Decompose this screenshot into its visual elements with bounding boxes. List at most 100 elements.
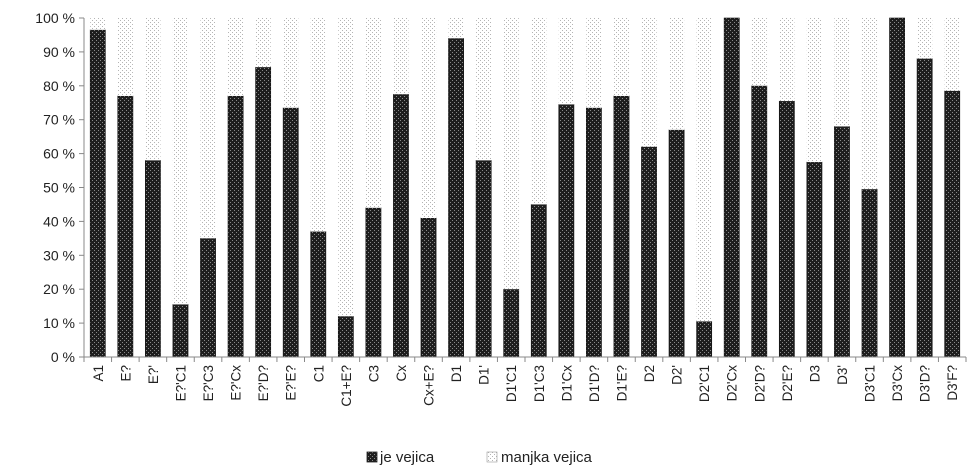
- x-tick-label: D2: [642, 365, 657, 382]
- bar-je-vejica: [282, 107, 299, 358]
- y-tick-label: 10 %: [43, 315, 75, 331]
- bar-manjka-vejica: [779, 18, 795, 102]
- bar-je-vejica: [530, 204, 547, 358]
- bar-manjka-vejica: [641, 18, 657, 147]
- bar-manjka-vejica: [283, 18, 299, 108]
- y-tick-label: 40 %: [43, 213, 75, 229]
- bar-manjka-vejica: [861, 18, 878, 190]
- bar-je-vejica: [145, 160, 161, 358]
- x-axis: A1 E? E?' E?'C1 E?'C3 E?'Cx E?'D? E?'E? C1 C1+E? C…: [83, 356, 967, 407]
- bar-je-vejica: [778, 100, 795, 358]
- bar-je-vejica: [475, 160, 492, 358]
- x-tick-label: D1'Cx: [559, 365, 574, 402]
- x-tick-label: D3: [807, 365, 822, 382]
- bar-manjka-vejica: [669, 18, 685, 130]
- legend: je vejica manjka vejica: [366, 449, 593, 466]
- x-tick-label: D2'Cx: [725, 365, 740, 402]
- x-tick-label: D3'D?: [918, 365, 933, 402]
- x-tick-label: Cx: [394, 365, 409, 382]
- y-tick-label: 50 %: [43, 180, 75, 196]
- bar-je-vejica: [944, 90, 961, 358]
- x-tick-label: D2': [670, 365, 685, 385]
- x-tick-label: D1'E?: [614, 365, 629, 401]
- bar-manjka-vejica: [420, 18, 437, 219]
- legend-swatch-je-vejica: [366, 451, 378, 463]
- x-tick-label: A1: [91, 365, 106, 382]
- bar-manjka-vejica: [944, 18, 960, 91]
- bar-manjka-vejica: [145, 18, 161, 161]
- bar-je-vejica: [227, 95, 244, 358]
- x-tick-label: E?'Cx: [229, 365, 244, 401]
- x-tick-label: E?'E?: [284, 365, 299, 401]
- x-tick-label: D1'C3: [532, 365, 547, 402]
- bar-je-vejica: [89, 29, 106, 358]
- bar-manjka-vejica: [531, 18, 547, 205]
- bar-manjka-vejica: [834, 18, 850, 127]
- x-tick-label: E?'C3: [201, 365, 216, 401]
- bar-manjka-vejica: [338, 18, 354, 317]
- bar-je-vejica: [696, 321, 713, 358]
- x-tick-label: E?'C1: [173, 365, 188, 401]
- bar-je-vejica: [503, 288, 520, 358]
- x-tick-label: D1: [449, 365, 464, 382]
- bar-manjka-vejica: [558, 18, 574, 105]
- x-tick-label: D1'D?: [587, 365, 602, 402]
- bar-manjka-vejica: [117, 18, 133, 96]
- y-tick-label: 70 %: [43, 112, 75, 128]
- x-tick-label: Cx+E?: [422, 365, 437, 406]
- bar-je-vejica: [806, 161, 823, 358]
- bar-manjka-vejica: [448, 18, 464, 39]
- bar-manjka-vejica: [365, 18, 381, 208]
- bar-manjka-vejica: [393, 18, 409, 95]
- y-tick-label: 90 %: [43, 44, 75, 60]
- bar-manjka-vejica: [917, 18, 933, 59]
- x-tick-label: C1+E?: [339, 365, 354, 407]
- bar-manjka-vejica: [806, 18, 822, 163]
- bar-je-vejica: [200, 238, 216, 358]
- x-tick-label: D2'E?: [780, 365, 795, 401]
- bar-je-vejica: [310, 231, 327, 358]
- y-tick-label: 0 %: [51, 349, 75, 365]
- bar-je-vejica: [365, 207, 382, 358]
- x-tick-label: D3': [835, 365, 850, 385]
- bar-je-vejica: [117, 95, 134, 358]
- bar-manjka-vejica: [696, 18, 712, 322]
- bar-je-vejica: [668, 129, 685, 358]
- bar-je-vejica: [172, 304, 189, 358]
- y-axis: 0 % 10 % 20 % 30 % 40 % 50 % 60 % 70 % 80 % 90 % 1…: [35, 10, 85, 365]
- bar-manjka-vejica: [172, 18, 189, 305]
- x-tick-label: D3'Cx: [890, 365, 905, 402]
- bar-manjka-vejica: [200, 18, 216, 239]
- legend-swatch-manjka-vejica: [486, 451, 498, 463]
- bar-je-vejica: [641, 146, 657, 358]
- bar-je-vejica: [889, 17, 905, 358]
- bar-je-vejica: [337, 316, 354, 358]
- x-tick-label: D2'C1: [697, 365, 712, 402]
- bar-je-vejica: [586, 107, 602, 358]
- bar-manjka-vejica: [90, 18, 106, 30]
- y-tick-label: 20 %: [43, 281, 75, 297]
- bar-manjka-vejica: [228, 18, 244, 96]
- y-tick-label: 80 %: [43, 78, 75, 94]
- x-tick-label: D1': [477, 365, 492, 385]
- x-tick-label: D2'D?: [752, 365, 767, 402]
- bar-je-vejica: [558, 104, 575, 358]
- bar-je-vejica: [255, 66, 272, 358]
- bar-manjka-vejica: [586, 18, 602, 108]
- x-tick-label: D3'F?: [945, 365, 960, 401]
- bar-je-vejica: [420, 217, 437, 358]
- x-tick-label: C3: [366, 365, 381, 382]
- bar-manjka-vejica: [255, 18, 271, 68]
- bars-group: [89, 17, 961, 358]
- x-tick-label: E?'D?: [256, 365, 271, 401]
- bar-je-vejica: [448, 38, 464, 358]
- bar-manjka-vejica: [503, 18, 519, 290]
- bar-je-vejica: [834, 126, 850, 358]
- legend-label-je-vejica: je vejica: [379, 449, 435, 466]
- x-tick-label: D1'C1: [504, 365, 519, 402]
- x-tick-label: E?: [118, 365, 133, 382]
- bar-je-vejica: [751, 85, 768, 358]
- bar-manjka-vejica: [476, 18, 492, 161]
- bar-je-vejica: [916, 58, 933, 358]
- y-tick-label: 60 %: [43, 146, 75, 162]
